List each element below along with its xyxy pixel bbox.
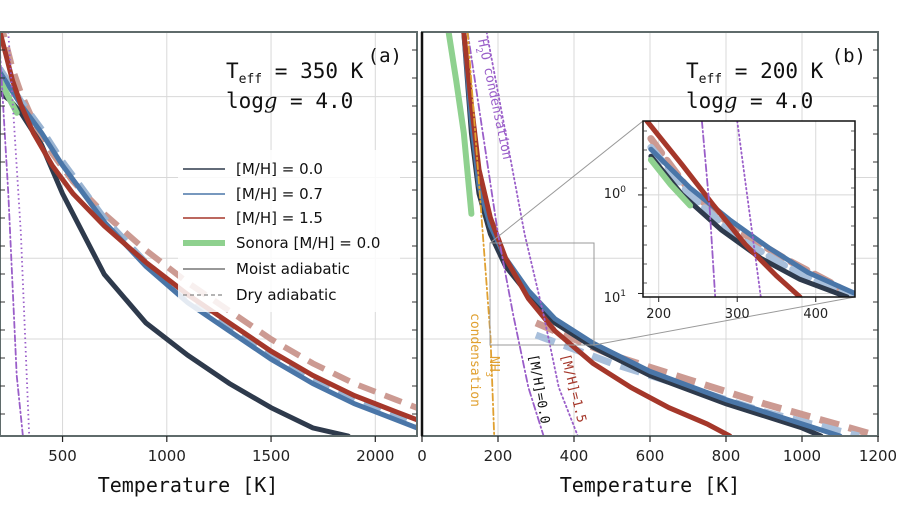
inset-sonora	[647, 156, 694, 209]
panel-a-letter: (a)	[368, 45, 402, 67]
panel-a-frame	[0, 31, 418, 437]
panel-b-series-4	[466, 32, 545, 436]
panel-a-series-0	[0, 90, 351, 436]
legend-label-mh00: [M/H] = 0.0	[236, 160, 323, 178]
panel-b-series-3	[445, 32, 475, 217]
panel-a-logg-value: = 4.0	[277, 89, 353, 113]
inset-mh15	[644, 121, 803, 297]
panel-b-teff-sub: eff	[699, 72, 722, 87]
inset-curves	[644, 121, 855, 297]
panel-a-teff: Teff = 350 K	[226, 59, 364, 87]
inset-dry-mh07	[647, 143, 855, 297]
panel-b: 0 200 400 600 800 1000 1200 (b) Teff = 200 K l…	[417, 31, 897, 497]
panel-b-curves	[445, 32, 878, 436]
legend-label-moist: Moist adiabatic	[236, 260, 350, 278]
panel-a-dry-adiabat-mh15	[0, 32, 417, 411]
legend-label-dry: Dry adiabatic	[236, 286, 336, 304]
zoom-region-box	[489, 242, 595, 346]
panel-b-logg: logg = 4.0	[686, 89, 813, 113]
panel-a-teff-symbol: T	[226, 59, 239, 83]
panel-b-logg-value: = 4.0	[737, 89, 813, 113]
panel-b-xtick-label: 800	[712, 447, 741, 465]
panel-a-series-2	[0, 32, 417, 423]
panel-a-logg: logg = 4.0	[226, 89, 353, 113]
inset-ticks: 200 300 400	[638, 130, 855, 322]
panel-a-series-4	[0, 51, 24, 436]
nh3-label: NH3	[483, 356, 501, 377]
zoom-connector-top	[489, 120, 644, 244]
panel-a-series-3	[0, 77, 20, 116]
panel-a-ticks: 500 1000 1500 2000	[0, 49, 417, 465]
panel-a-xtick-label: 1000	[148, 447, 186, 465]
inset-mh07	[648, 146, 855, 296]
panel-a: 500 1000 1500 2000 (a) Teff = 350 K logg = …	[0, 31, 418, 497]
inset-background	[643, 121, 855, 297]
inset-frame	[642, 120, 856, 298]
panel-b-teff-value: = 200 K	[722, 59, 824, 83]
inset-ytick-1-base: 10	[604, 187, 621, 202]
inset-xtick-label: 400	[803, 307, 828, 322]
legend: [M/H] = 0.0 [M/H] = 0.7 [M/H] = 1.5 Sono…	[178, 150, 400, 312]
panel-b-teff-symbol: T	[686, 59, 699, 83]
zoom-connector-bottom	[593, 296, 856, 346]
nh3-label-sub: 3	[483, 372, 493, 377]
inset-ytick-1: 100	[604, 185, 627, 202]
inset-xtick-label: 200	[646, 307, 671, 322]
h2o-label-main: H	[474, 38, 490, 49]
panel-b-series-6	[466, 32, 496, 436]
panel-b-logg-g: g	[724, 89, 737, 113]
legend-box	[178, 150, 400, 312]
nh3-label-main: NH	[486, 356, 501, 372]
panel-b-logg-prefix: log	[686, 89, 724, 113]
panel-a-teff-value: = 350 K	[262, 59, 364, 83]
panel-a-xtick-label: 500	[48, 447, 77, 465]
panel-b-series-5	[485, 32, 579, 436]
panel-b-xtick-label: 200	[484, 447, 513, 465]
panel-a-xlabel: Temperature [K]	[98, 473, 279, 497]
panel-a-xtick-label: 1500	[252, 447, 290, 465]
inset: 200 300 400 100 101	[604, 120, 856, 322]
panel-b-xtick-label: 0	[417, 447, 427, 465]
panel-b-xlabel: Temperature [K]	[560, 473, 741, 497]
panel-b-xtick-label: 1200	[859, 447, 897, 465]
panel-a-curves	[0, 32, 417, 436]
legend-label-mh15: [M/H] = 1.5	[236, 209, 323, 227]
h2o-label-sub: 2	[473, 47, 484, 54]
panel-b-letter: (b)	[832, 45, 866, 67]
panel-a-teff-sub: eff	[239, 72, 262, 87]
panel-b-teff: Teff = 200 K	[686, 59, 824, 87]
inset-xtick-label: 300	[725, 307, 750, 322]
nh3-condensation-label: condensation	[467, 313, 482, 407]
panel-b-xtick-label: 400	[560, 447, 589, 465]
legend-label-sonora: Sonora [M/H] = 0.0	[236, 234, 380, 252]
legend-label-mh07: [M/H] = 0.7	[236, 185, 323, 203]
inset-ytick-2: 101	[604, 289, 626, 306]
inset-ytick-2-base: 10	[604, 291, 621, 306]
panel-b-xtick-label: 1000	[783, 447, 821, 465]
panel-a-logg-g: g	[264, 89, 277, 113]
panel-b-xtick-label: 600	[636, 447, 665, 465]
panel-b-dry-adiabat-mh15	[534, 319, 878, 436]
inset-h2o-solar	[701, 121, 717, 297]
inset-ytick-1-exp: 0	[620, 185, 626, 195]
inset-h2o-enriched	[736, 121, 762, 297]
panel-b-ticks: 0 200 400 600 800 1000 1200	[417, 49, 897, 465]
panel-a-xtick-label: 2000	[356, 447, 394, 465]
inset-ytick-2-exp: 1	[620, 289, 626, 299]
inset-grid	[643, 121, 855, 297]
panel-a-logg-prefix: log	[226, 89, 264, 113]
